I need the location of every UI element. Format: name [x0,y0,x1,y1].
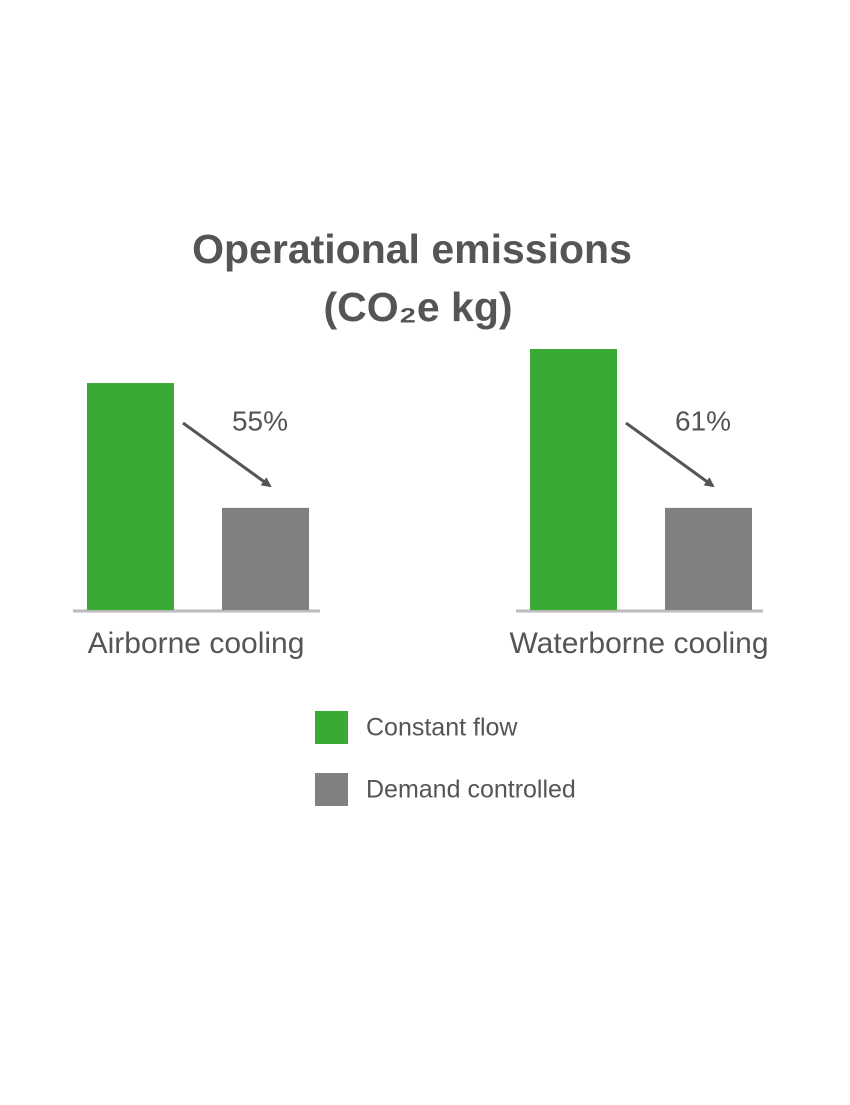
arrow [182,421,272,488]
arrow [625,421,715,488]
chart-subtitle: (CO₂e kg) [323,284,512,330]
bar [87,383,174,610]
bar [222,507,309,610]
category-label: Airborne cooling [88,627,305,660]
annotation: 61% [675,405,731,436]
legend-label: Demand controlled [366,776,576,804]
annotation: 55% [232,405,288,436]
legend-label: Constant flow [366,714,518,742]
bar [530,349,617,610]
chart-title: Operational emissions [192,226,632,272]
category-label: Waterborne cooling [509,627,768,660]
legend-swatch [315,711,348,744]
legend-swatch [315,773,348,806]
bar [665,507,752,610]
